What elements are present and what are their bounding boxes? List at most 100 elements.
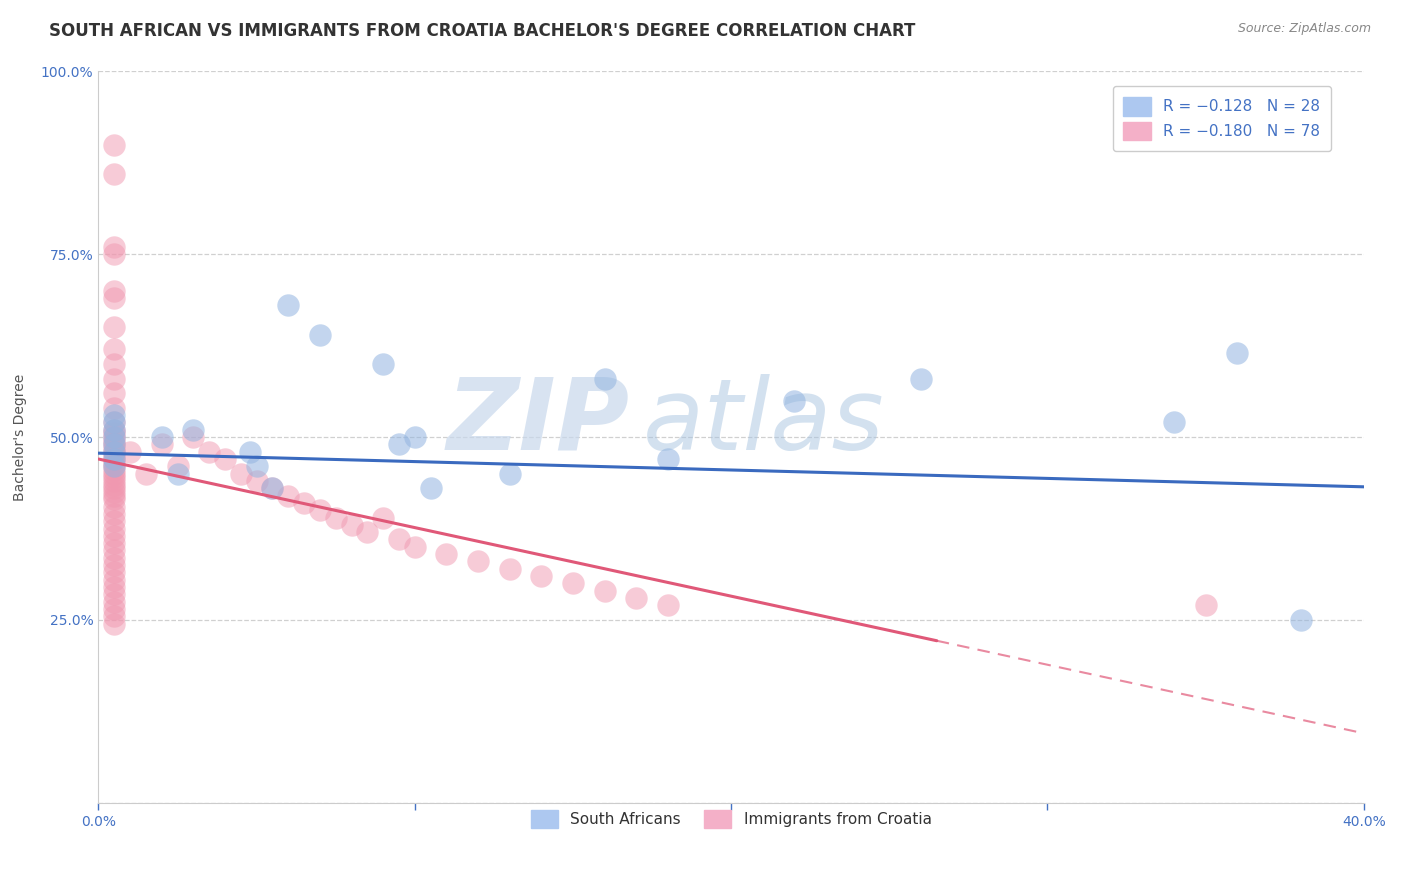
Point <box>325 510 347 524</box>
Point <box>624 591 647 605</box>
Point <box>103 566 125 580</box>
Point <box>103 467 125 481</box>
Point <box>371 357 394 371</box>
Point <box>103 448 125 462</box>
Point <box>309 327 332 342</box>
Legend: South Africans, Immigrants from Croatia: South Africans, Immigrants from Croatia <box>520 799 942 839</box>
Point <box>103 430 125 444</box>
Point <box>246 474 269 488</box>
Point <box>103 452 125 467</box>
Point <box>103 529 125 543</box>
Point <box>103 485 125 500</box>
Point <box>103 137 125 152</box>
Point <box>103 536 125 550</box>
Point <box>419 481 441 495</box>
Point <box>229 467 252 481</box>
Point <box>103 463 125 477</box>
Point <box>166 459 188 474</box>
Point <box>436 547 458 561</box>
Point <box>561 576 585 591</box>
Point <box>309 503 332 517</box>
Point <box>239 444 262 458</box>
Text: atlas: atlas <box>643 374 884 471</box>
Point <box>1194 599 1216 613</box>
Point <box>1226 346 1249 360</box>
Point <box>120 444 141 458</box>
Point <box>183 430 205 444</box>
Point <box>404 430 426 444</box>
Point <box>262 481 284 495</box>
Point <box>103 489 125 503</box>
Point <box>103 602 125 616</box>
Point <box>371 510 394 524</box>
Point <box>404 540 426 554</box>
Point <box>103 459 125 474</box>
Point <box>530 569 553 583</box>
Point <box>103 594 125 608</box>
Point <box>183 423 205 437</box>
Point <box>103 320 125 334</box>
Point <box>103 441 125 455</box>
Point <box>103 573 125 587</box>
Point <box>214 452 236 467</box>
Point <box>103 423 125 437</box>
Point <box>103 426 125 441</box>
Text: SOUTH AFRICAN VS IMMIGRANTS FROM CROATIA BACHELOR'S DEGREE CORRELATION CHART: SOUTH AFRICAN VS IMMIGRANTS FROM CROATIA… <box>49 22 915 40</box>
Point <box>103 291 125 305</box>
Point <box>356 525 378 540</box>
Point <box>388 437 411 451</box>
Point <box>103 408 125 422</box>
Point <box>103 477 125 491</box>
Point <box>103 616 125 631</box>
Point <box>103 167 125 181</box>
Point <box>103 558 125 573</box>
Point <box>910 371 932 385</box>
Point <box>593 371 616 385</box>
Point <box>103 521 125 535</box>
Point <box>657 599 679 613</box>
Point <box>103 456 125 470</box>
Point <box>340 517 363 532</box>
Text: ZIP: ZIP <box>447 374 630 471</box>
Point <box>135 467 157 481</box>
Point <box>103 430 125 444</box>
Point <box>103 423 125 437</box>
Point <box>103 543 125 558</box>
Point <box>277 298 299 312</box>
Point <box>593 583 616 598</box>
Point <box>103 587 125 601</box>
Point <box>103 386 125 401</box>
Point <box>103 474 125 488</box>
Point <box>103 470 125 484</box>
Point <box>498 562 520 576</box>
Point <box>103 357 125 371</box>
Point <box>166 467 188 481</box>
Point <box>277 489 299 503</box>
Point <box>103 514 125 528</box>
Point <box>103 284 125 298</box>
Y-axis label: Bachelor's Degree: Bachelor's Degree <box>13 374 27 500</box>
Point <box>1163 416 1185 430</box>
Point <box>103 434 125 448</box>
Point <box>103 416 125 430</box>
Point <box>103 500 125 514</box>
Point <box>103 343 125 357</box>
Point <box>103 550 125 565</box>
Point <box>103 401 125 415</box>
Point <box>292 496 315 510</box>
Point <box>1289 613 1312 627</box>
Point <box>103 444 125 458</box>
Point <box>103 580 125 594</box>
Point <box>198 444 221 458</box>
Point <box>262 481 284 495</box>
Point <box>103 247 125 261</box>
Point <box>103 609 125 624</box>
Point <box>246 459 269 474</box>
Point <box>388 533 411 547</box>
Point <box>103 416 125 430</box>
Point <box>467 554 489 568</box>
Point <box>103 437 125 451</box>
Point <box>150 430 173 444</box>
Point <box>150 437 173 451</box>
Point <box>783 393 806 408</box>
